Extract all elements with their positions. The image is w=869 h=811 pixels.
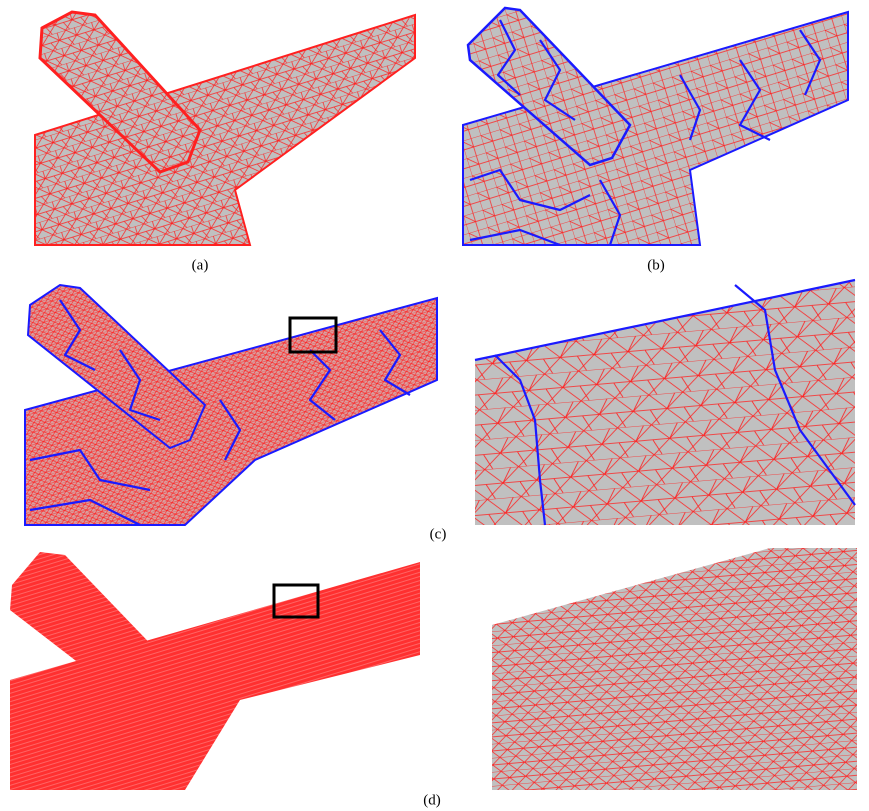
figure: (a) (b) (c) (d) <box>0 0 869 811</box>
caption: (a) <box>192 257 209 273</box>
caption: (d) <box>423 792 441 808</box>
panel-c: (c) <box>25 280 855 542</box>
caption: (c) <box>430 526 447 542</box>
zoom-view <box>492 548 857 790</box>
zoom-view <box>475 280 855 525</box>
caption: (b) <box>647 257 665 273</box>
panel-a: (a) <box>35 12 415 273</box>
panel-b: (b) <box>463 8 848 273</box>
panel-d: (d) <box>10 548 857 808</box>
